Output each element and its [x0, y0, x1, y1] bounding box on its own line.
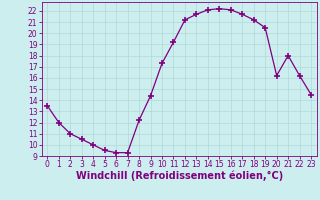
X-axis label: Windchill (Refroidissement éolien,°C): Windchill (Refroidissement éolien,°C) — [76, 171, 283, 181]
